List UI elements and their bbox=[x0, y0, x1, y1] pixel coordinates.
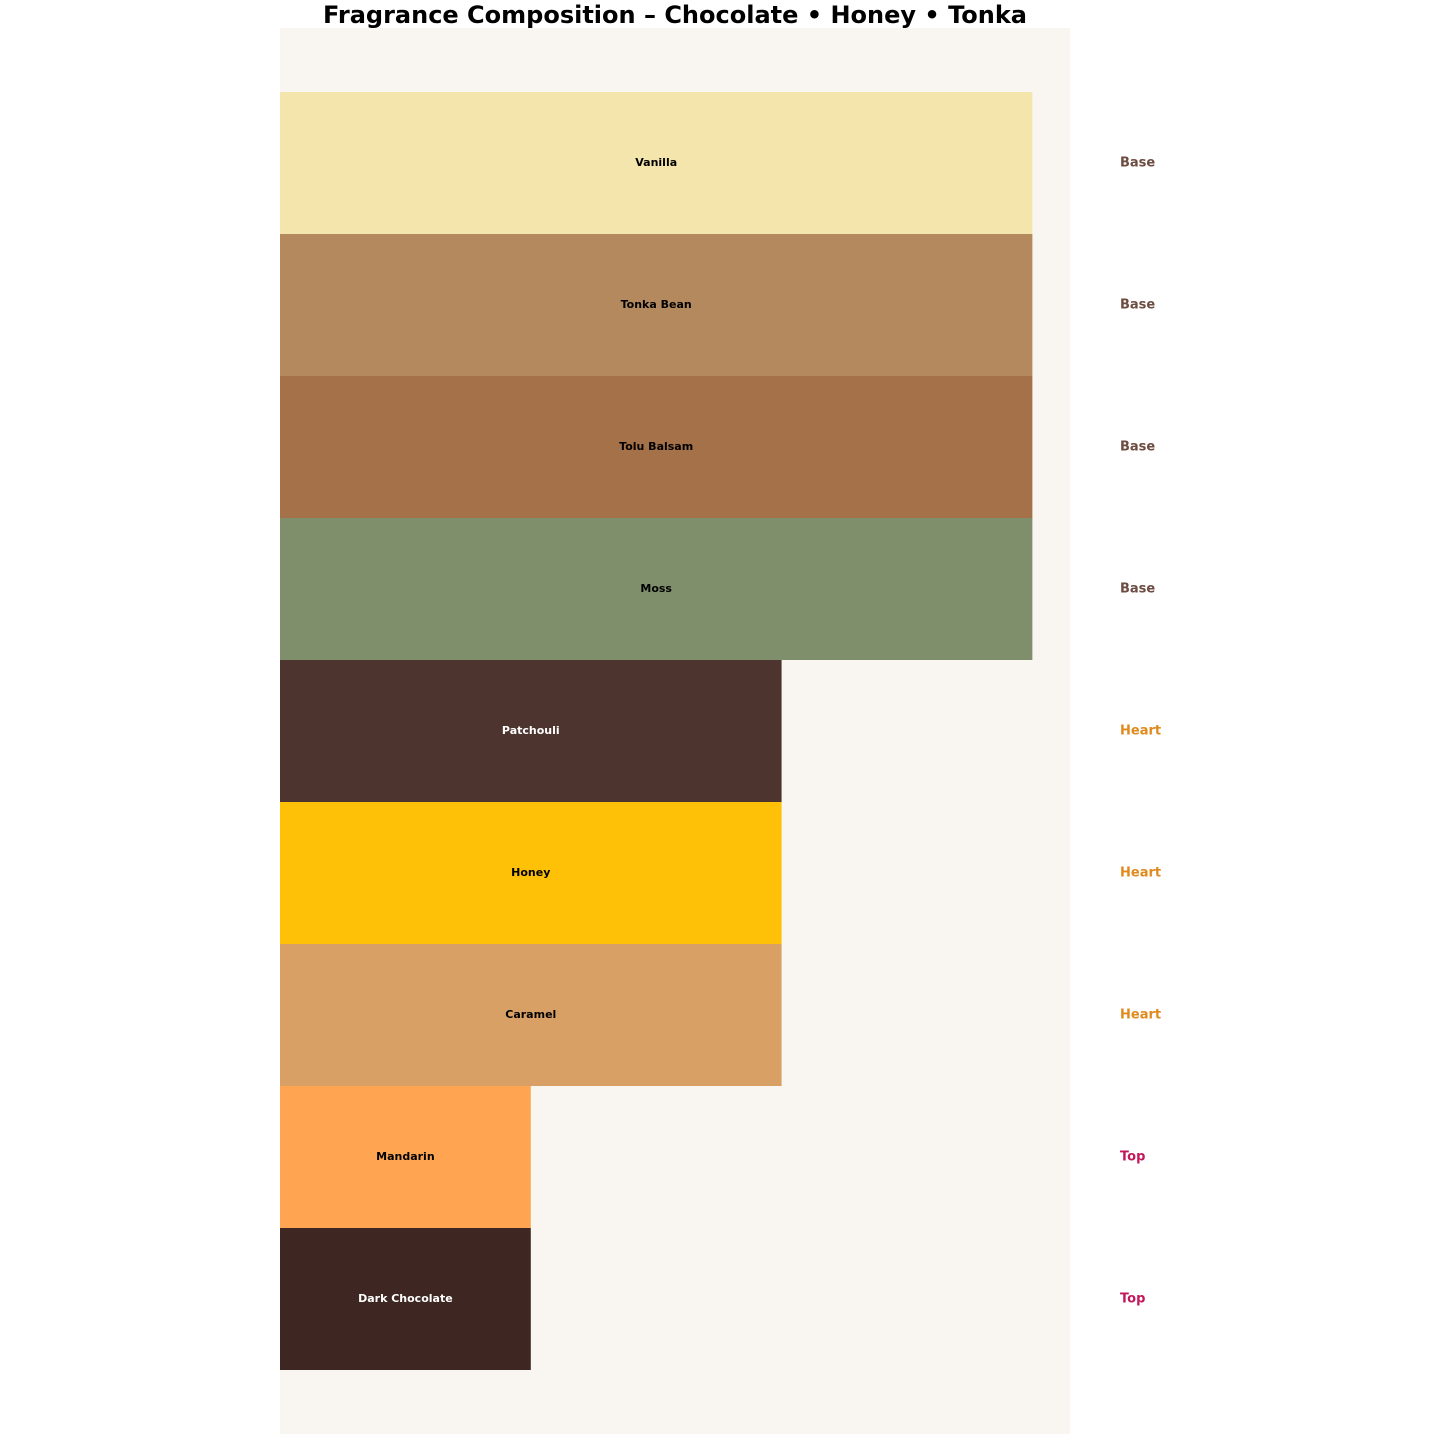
bar bbox=[280, 376, 1033, 518]
bar bbox=[280, 92, 1033, 234]
bar-label: Dark Chocolate bbox=[358, 1292, 453, 1305]
tier-label: Heart bbox=[1120, 1008, 1161, 1023]
bar bbox=[280, 518, 1033, 660]
bar-label: Caramel bbox=[505, 1008, 556, 1021]
tier-label: Top bbox=[1120, 1292, 1145, 1307]
bar-label: Moss bbox=[640, 582, 672, 595]
tier-label: Heart bbox=[1120, 724, 1161, 739]
bar-label: Tolu Balsam bbox=[619, 440, 693, 453]
tier-label: Top bbox=[1120, 1150, 1145, 1165]
tier-label: Base bbox=[1120, 582, 1155, 597]
tier-label: Base bbox=[1120, 298, 1155, 313]
bar-label: Patchouli bbox=[502, 724, 560, 737]
bar-label: Honey bbox=[511, 866, 550, 879]
bar bbox=[280, 234, 1033, 376]
bar bbox=[280, 944, 782, 1086]
bar bbox=[280, 660, 782, 802]
bar bbox=[280, 1228, 531, 1370]
chart-title: Fragrance Composition – Chocolate • Hone… bbox=[323, 1, 1027, 29]
tier-label: Base bbox=[1120, 440, 1155, 455]
bar-label: Mandarin bbox=[376, 1150, 435, 1163]
bar-label: Vanilla bbox=[635, 156, 677, 169]
bar-label: Tonka Bean bbox=[621, 298, 692, 311]
tier-label: Heart bbox=[1120, 866, 1161, 881]
bar bbox=[280, 802, 782, 944]
bar bbox=[280, 1086, 531, 1228]
tier-label: Base bbox=[1120, 156, 1155, 171]
